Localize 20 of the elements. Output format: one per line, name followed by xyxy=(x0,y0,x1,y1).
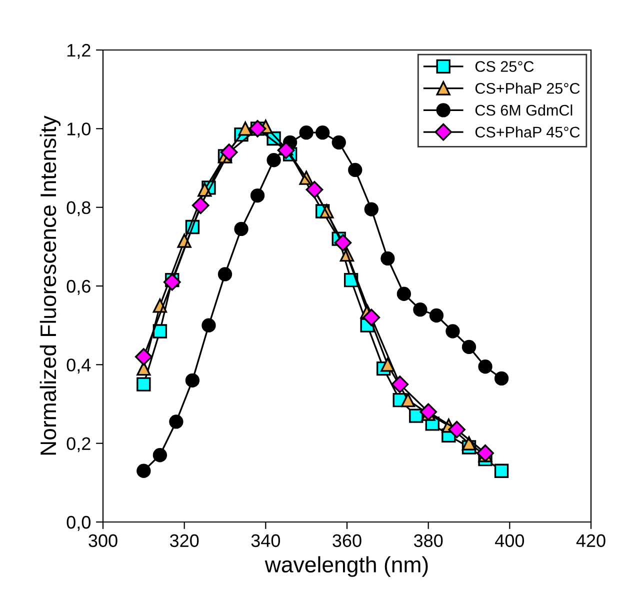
x-tick-label: 420 xyxy=(576,534,606,548)
legend-label: CS 6M GdmCl xyxy=(475,104,572,116)
x-tick-label: 380 xyxy=(414,534,443,548)
y-tick-label: 1,2 xyxy=(67,44,90,59)
x-tick-label: 320 xyxy=(170,534,199,548)
x-axis-title: wavelength (nm) xyxy=(264,556,428,577)
y-tick-label: 0,4 xyxy=(66,358,91,374)
x-tick-label: 400 xyxy=(495,534,524,548)
x-tick-label: 340 xyxy=(251,534,280,548)
x-tick-label: 300 xyxy=(88,534,118,548)
legend-label: CS+PhaP 25°C xyxy=(475,82,580,94)
y-tick-label: 1,0 xyxy=(67,122,90,138)
y-tick-label: 0,0 xyxy=(66,516,90,531)
y-tick-label: 0,2 xyxy=(66,437,90,452)
legend-label: CS 25°C xyxy=(475,61,534,72)
y-tick-label: 0,6 xyxy=(66,280,90,295)
y-axis-title: Normalized Fluorescence Intensity xyxy=(40,116,61,455)
x-tick-label: 360 xyxy=(332,534,362,548)
legend-label: CS+PhaP 45°C xyxy=(475,126,580,138)
y-tick-label: 0,8 xyxy=(66,201,90,216)
